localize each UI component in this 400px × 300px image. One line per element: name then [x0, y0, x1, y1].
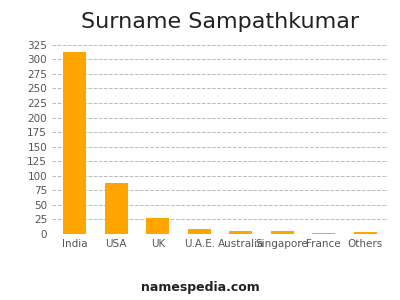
- Bar: [271, 230, 294, 234]
- Text: namespedia.com: namespedia.com: [141, 281, 259, 295]
- Bar: [188, 229, 211, 234]
- Bar: [146, 218, 169, 234]
- Bar: [312, 233, 335, 234]
- Bar: [64, 52, 86, 234]
- Bar: [229, 230, 252, 234]
- Bar: [105, 183, 128, 234]
- Title: Surname Sampathkumar: Surname Sampathkumar: [81, 12, 359, 32]
- Bar: [354, 232, 376, 234]
